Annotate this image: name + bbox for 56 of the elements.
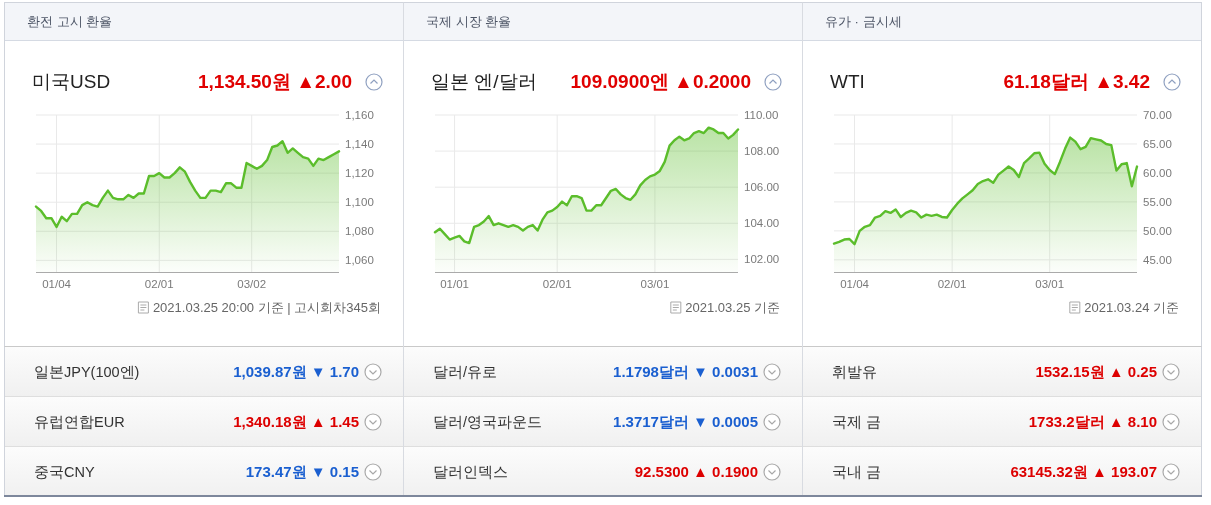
text: 1,340.18원 ▲ 1.45 [233,413,359,430]
x-tick-label: 02/01 [542,278,572,290]
y-tick-label: 1,120 [345,167,374,180]
y-tick-label: 70.00 [1143,109,1172,121]
category-label: 국내 금 [832,464,882,480]
text: 109.0900엔 ▲0.2000 [570,71,751,92]
y-tick-label: 60.00 [1143,166,1172,179]
y-tick-label: 1,080 [345,225,374,238]
category-label: 달러/유로 [433,364,498,380]
y-tick-label: 110.00 [744,109,779,121]
x-tick-label: 02/01 [937,278,967,290]
x-tick-label: 01/04 [42,278,72,290]
text: 1532.15원 ▲ 0.25 [1035,363,1157,380]
y-tick-label: 1,160 [345,109,374,121]
y-tick-label: 104.00 [744,217,780,230]
category-label: 일본JPY(100엔) [34,364,140,380]
x-tick-label: 03/02 [237,278,267,290]
chart-subtitle: WTI [830,71,865,92]
category-label: 휘발유 [832,364,877,380]
y-tick-label: 1,100 [345,196,374,209]
chart-title: 환전 고시 환율 [27,14,113,29]
y-tick-label: 108.00 [744,145,780,158]
y-tick-label: 102.00 [744,253,780,266]
category-label: 달러/영국파운드 [433,414,543,430]
text: 2021.03.25 기준 [685,300,780,315]
category-label: 달러인덱스 [433,464,508,480]
x-tick-label: 03/01 [640,278,670,290]
text: 173.47원 ▼ 0.15 [245,463,359,480]
y-tick-label: 1,140 [345,138,374,151]
category-label: 국제 금 [832,414,882,430]
chart-title: 유가 · 금시세 [825,14,902,29]
text: 2021.03.25 20:00 기준 | 고시회차345회 [152,300,381,315]
y-tick-label: 50.00 [1143,224,1172,237]
text: 1,039.87원 ▼ 1.70 [233,363,359,380]
text: 1733.2달러 ▲ 8.10 [1028,413,1157,430]
text: 1.1798달러 ▼ 0.0031 [613,363,758,380]
y-tick-label: 45.00 [1143,253,1172,266]
y-tick-label: 1,060 [345,254,374,267]
text: 63145.32원 ▲ 193.07 [1010,463,1157,480]
text: 2021.03.24 기준 [1084,300,1179,315]
x-tick-label: 01/01 [440,278,469,290]
x-tick-label: 01/04 [840,278,870,290]
chart-title: 국제 시장 환율 [426,14,512,29]
y-tick-label: 65.00 [1143,137,1172,150]
text: 92.5300 ▲ 0.1900 [634,463,758,480]
x-tick-label: 02/01 [144,278,174,290]
text: 1.3717달러 ▼ 0.0005 [613,413,758,430]
category-label: 중국CNY [34,464,95,480]
text: 61.18달러 ▲3.42 [1003,71,1150,92]
text: 1,134.50원 ▲2.00 [197,71,352,92]
x-tick-label: 03/01 [1035,278,1065,290]
category-label: 유럽연합EUR [34,414,125,430]
chart-subtitle: 일본 엔/달러 [431,71,537,92]
y-tick-label: 106.00 [744,181,780,194]
y-tick-label: 55.00 [1143,195,1172,208]
chart-subtitle: 미국USD [32,71,111,92]
